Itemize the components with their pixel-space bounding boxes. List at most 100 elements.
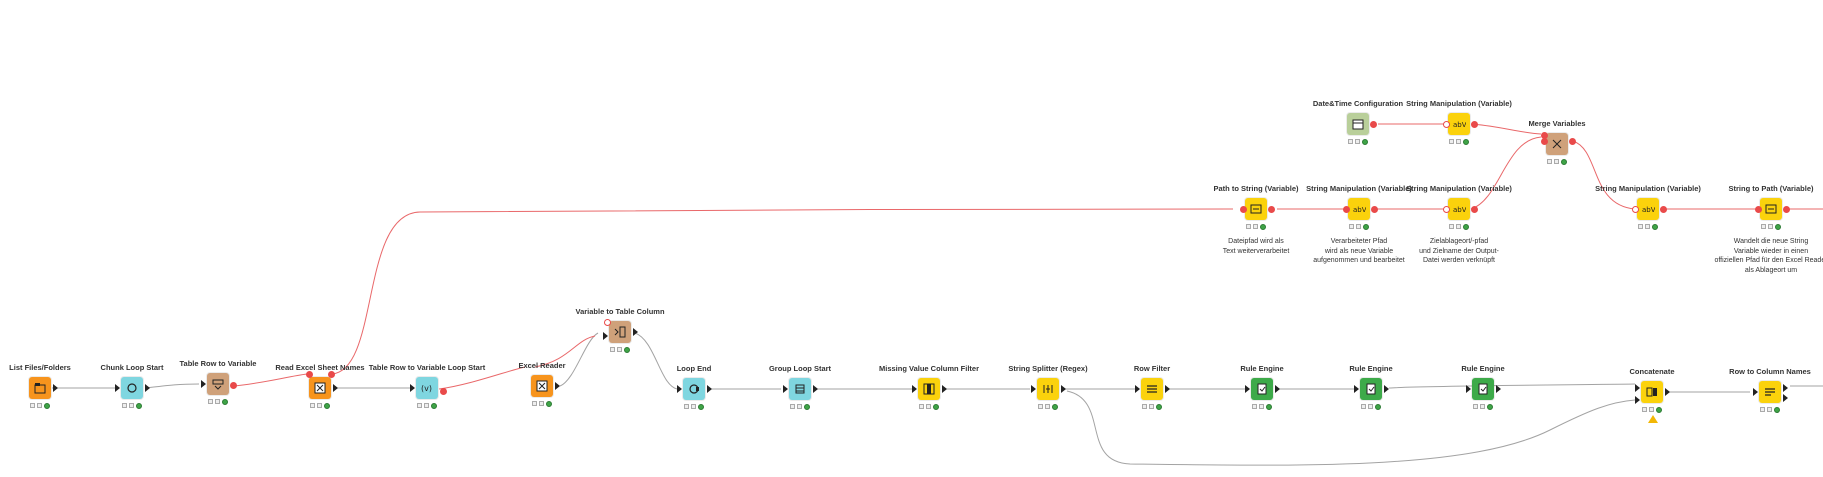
variable-in-port[interactable] <box>604 319 611 326</box>
string-var-icon[interactable]: abV <box>1637 198 1659 220</box>
output-port[interactable] <box>633 328 638 336</box>
calendar-icon[interactable] <box>1347 113 1369 135</box>
variable-in-port[interactable] <box>1443 121 1450 128</box>
node-status <box>1761 223 1781 230</box>
merge-icon[interactable] <box>1546 133 1568 155</box>
path-string-icon[interactable] <box>1760 198 1782 220</box>
excel-icon[interactable] <box>531 375 553 397</box>
variable-out-port[interactable] <box>1371 206 1378 213</box>
input-port[interactable] <box>677 385 682 393</box>
node-annotation: Wandelt die neue String Variable wieder … <box>1714 238 1823 274</box>
variable-out-port[interactable] <box>328 371 335 378</box>
variable-out-port[interactable] <box>1783 206 1790 213</box>
output-port[interactable] <box>1783 394 1788 402</box>
input-port[interactable] <box>1031 385 1036 393</box>
output-port[interactable] <box>1384 385 1389 393</box>
variable-to-column-icon[interactable] <box>609 321 631 343</box>
input-port[interactable] <box>1466 385 1471 393</box>
row-to-columns-icon[interactable] <box>1759 381 1781 403</box>
output-port[interactable] <box>333 384 338 392</box>
output-port[interactable] <box>707 385 712 393</box>
folder-list-icon[interactable] <box>29 377 51 399</box>
string-var-icon[interactable]: abV <box>1348 198 1370 220</box>
variable-in-port[interactable] <box>1755 206 1762 213</box>
variable-wire <box>1470 136 1542 210</box>
variable-in-port[interactable] <box>1632 206 1639 213</box>
input-port[interactable] <box>1245 385 1250 393</box>
warning-icon[interactable] <box>1648 415 1658 423</box>
node-status <box>1361 403 1381 410</box>
output-port[interactable] <box>53 384 58 392</box>
input-port[interactable] <box>1354 385 1359 393</box>
input-port[interactable] <box>115 384 120 392</box>
concatenate-icon[interactable] <box>1641 381 1663 403</box>
variable-out-port[interactable] <box>230 382 237 389</box>
node-title: Table Row to Variable Loop Start <box>368 363 486 372</box>
rule-icon[interactable] <box>1360 378 1382 400</box>
output-port[interactable] <box>1275 385 1280 393</box>
variable-in-port[interactable] <box>1343 206 1350 213</box>
input-port[interactable] <box>1635 384 1640 392</box>
output-port[interactable] <box>1165 385 1170 393</box>
column-filter-icon[interactable] <box>918 378 940 400</box>
node-title: Group Loop Start <box>768 364 832 373</box>
node-status <box>1760 406 1780 413</box>
node-status <box>417 402 437 409</box>
node-status <box>1246 223 1266 230</box>
output-port[interactable] <box>1783 384 1788 392</box>
input-port[interactable] <box>912 385 917 393</box>
group-loop-icon[interactable] <box>789 378 811 400</box>
node-title: Path to String (Variable) <box>1213 184 1299 193</box>
output-port[interactable] <box>145 384 150 392</box>
rule-icon[interactable] <box>1251 378 1273 400</box>
variable-loop-icon[interactable]: (v) <box>416 377 438 399</box>
loop-end-icon[interactable] <box>683 378 705 400</box>
input-port[interactable] <box>201 380 206 388</box>
input-port[interactable] <box>1135 385 1140 393</box>
variable-out-port[interactable] <box>1471 121 1478 128</box>
variable-out-port[interactable] <box>440 388 447 395</box>
node-status <box>1642 406 1662 413</box>
node-title: Concatenate <box>1629 367 1675 376</box>
node-status <box>310 402 330 409</box>
input-port[interactable] <box>1753 388 1758 396</box>
input-port[interactable] <box>603 332 608 340</box>
variable-in-port[interactable] <box>1541 138 1548 145</box>
node-status <box>1142 403 1162 410</box>
node-title: Read Excel Sheet Names <box>275 363 365 372</box>
string-var-icon[interactable]: abV <box>1448 198 1470 220</box>
input-port[interactable] <box>410 384 415 392</box>
row-filter-icon[interactable] <box>1141 378 1163 400</box>
variable-in-port[interactable] <box>306 371 313 378</box>
output-port[interactable] <box>813 385 818 393</box>
output-port[interactable] <box>555 382 560 390</box>
variable-out-port[interactable] <box>1370 121 1377 128</box>
output-port[interactable] <box>942 385 947 393</box>
variable-out-port[interactable] <box>1569 138 1576 145</box>
node-status <box>919 403 939 410</box>
string-var-icon[interactable]: abV <box>1448 113 1470 135</box>
input-port[interactable] <box>1635 396 1640 404</box>
variable-in-port[interactable] <box>1240 206 1247 213</box>
output-port[interactable] <box>1061 385 1066 393</box>
excel-icon[interactable] <box>309 377 331 399</box>
output-port[interactable] <box>1496 385 1501 393</box>
variable-wire <box>534 335 596 368</box>
table-to-variable-icon[interactable] <box>207 373 229 395</box>
node-title: Row to Column Names <box>1729 367 1811 376</box>
rule-icon[interactable] <box>1472 378 1494 400</box>
path-string-icon[interactable] <box>1245 198 1267 220</box>
variable-out-port[interactable] <box>1268 206 1275 213</box>
data-wire <box>559 332 599 387</box>
loop-start-icon[interactable] <box>121 377 143 399</box>
variable-out-port[interactable] <box>1660 206 1667 213</box>
node-status <box>1252 403 1272 410</box>
node-status <box>1638 223 1658 230</box>
splitter-icon[interactable] <box>1037 378 1059 400</box>
variable-in-port[interactable] <box>1541 132 1548 139</box>
input-port[interactable] <box>783 385 788 393</box>
variable-in-port[interactable] <box>1443 206 1450 213</box>
output-port[interactable] <box>1665 388 1670 396</box>
node-status <box>532 400 552 407</box>
variable-out-port[interactable] <box>1471 206 1478 213</box>
